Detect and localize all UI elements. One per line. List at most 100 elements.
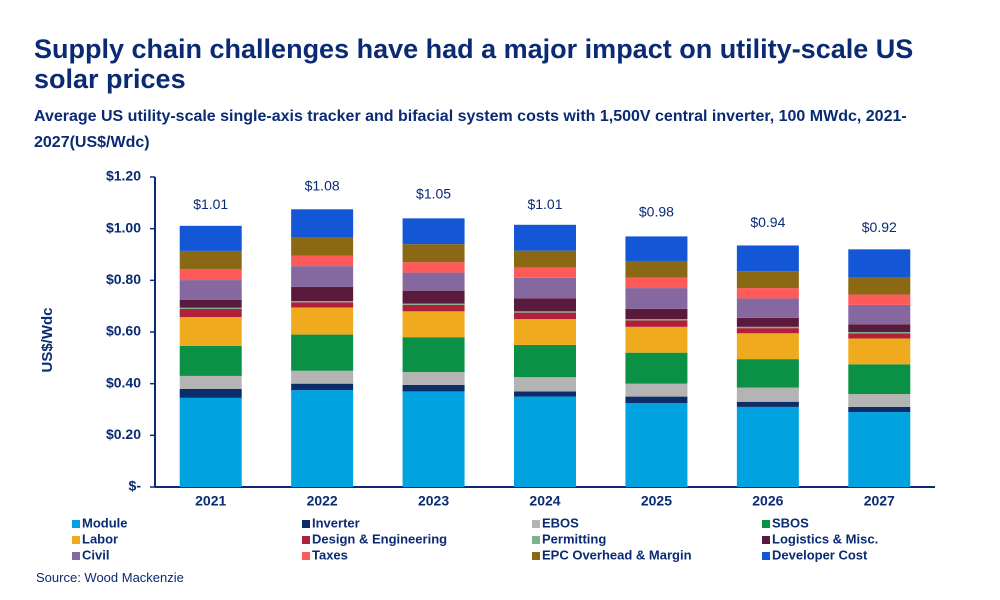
total-label: $0.92	[862, 219, 897, 235]
y-axis-label: US$/Wdc	[39, 307, 56, 372]
bar-segment	[514, 250, 576, 268]
y-tick-label: $0.60	[106, 323, 141, 339]
legend-label: SBOS	[772, 515, 809, 530]
bar-segment	[402, 372, 465, 385]
legend-label: Developer Cost	[772, 547, 868, 562]
total-label: $0.98	[639, 204, 674, 220]
bar-segment	[514, 298, 576, 312]
bar-segment	[291, 286, 354, 301]
bar-segment	[736, 401, 799, 407]
bar-segment	[402, 384, 465, 392]
bar-segment	[402, 337, 465, 373]
bar-segment	[514, 396, 576, 487]
bar-segment	[179, 268, 242, 281]
bar-segment	[848, 277, 911, 295]
bar-segment	[736, 387, 799, 402]
legend-swatch	[762, 552, 770, 560]
y-tick-label: $-	[129, 478, 142, 494]
chart-subtitle: Average US utility-scale single-axis tra…	[34, 108, 907, 151]
bar-segment	[179, 250, 242, 269]
bar-segment	[848, 338, 911, 365]
legend-swatch	[532, 536, 540, 544]
legend-label: Taxes	[312, 547, 348, 562]
bar-segment	[179, 317, 242, 346]
bar-segment	[848, 324, 911, 332]
bar-segment	[514, 319, 576, 345]
bar-segment	[736, 406, 799, 487]
legend-label: Labor	[82, 531, 118, 546]
bar-segment	[848, 394, 911, 407]
bar-segment	[291, 334, 354, 371]
bar-segment	[291, 209, 354, 238]
bar-segment	[848, 333, 911, 339]
bar-segment	[402, 303, 465, 305]
total-label: $0.94	[750, 214, 785, 230]
bar-segment	[625, 403, 688, 487]
bar-segment	[402, 391, 465, 487]
bar-segment	[291, 255, 354, 267]
bar-segment	[736, 245, 799, 272]
bar-segment	[848, 304, 911, 325]
legend-swatch	[762, 520, 770, 528]
bar-segment	[291, 302, 354, 308]
legend-swatch	[72, 536, 80, 544]
legend-label: Civil	[82, 547, 109, 562]
bar-segment	[514, 391, 576, 397]
bar-segment	[514, 311, 576, 313]
bar-segment	[625, 352, 688, 384]
legend-label: EBOS	[542, 515, 579, 530]
bar-segment	[179, 299, 242, 308]
bar-segment	[514, 344, 576, 378]
bar-segment	[625, 288, 688, 309]
bar-segment	[291, 237, 354, 256]
bar-segment	[514, 377, 576, 392]
bar-segment	[625, 319, 688, 321]
bar-segment	[179, 307, 242, 310]
bar-segment	[402, 218, 465, 245]
bar-segment	[625, 326, 688, 353]
bar-segment	[736, 298, 799, 318]
bar-segment	[848, 332, 911, 334]
bar-segment	[625, 277, 688, 289]
legend-swatch	[302, 552, 310, 560]
bar-segment	[736, 333, 799, 360]
chart-title: Supply chain challenges have had a major…	[34, 34, 914, 94]
bar-segment	[736, 317, 799, 327]
bar-segment	[179, 280, 242, 300]
legend-swatch	[302, 520, 310, 528]
bar-segment	[291, 307, 354, 335]
bar-segment	[514, 277, 576, 299]
legend-swatch	[532, 520, 540, 528]
legend-swatch	[302, 536, 310, 544]
bar-segment	[291, 390, 354, 487]
bar-segment	[291, 383, 354, 391]
bar-segment	[514, 224, 576, 251]
bar-segment	[514, 267, 576, 278]
bar-segment	[179, 397, 242, 487]
bar-segment	[291, 266, 354, 287]
bar-segment	[179, 225, 242, 251]
x-tick-label: 2024	[529, 493, 560, 509]
total-label: $1.01	[193, 196, 228, 212]
bar-segment	[179, 345, 242, 376]
legend-swatch	[72, 552, 80, 560]
bar-segment	[736, 271, 799, 289]
legend-label: Inverter	[312, 515, 360, 530]
bar-segment	[402, 290, 465, 304]
x-tick-label: 2022	[307, 493, 338, 509]
bar-segment	[848, 249, 911, 278]
legend-swatch	[762, 536, 770, 544]
legend-label: EPC Overhead & Margin	[542, 547, 692, 562]
bar-segment	[402, 272, 465, 291]
bar-segment	[179, 375, 242, 389]
bar-segment	[736, 359, 799, 388]
bar-segment	[848, 364, 911, 394]
legend-label: Module	[82, 515, 128, 530]
total-label: $1.05	[416, 185, 451, 201]
x-tick-label: 2025	[641, 493, 672, 509]
bar-segment	[848, 294, 911, 305]
bar-segment	[625, 320, 688, 327]
legend-swatch	[72, 520, 80, 528]
source-note: Source: Wood Mackenzie	[36, 570, 184, 585]
